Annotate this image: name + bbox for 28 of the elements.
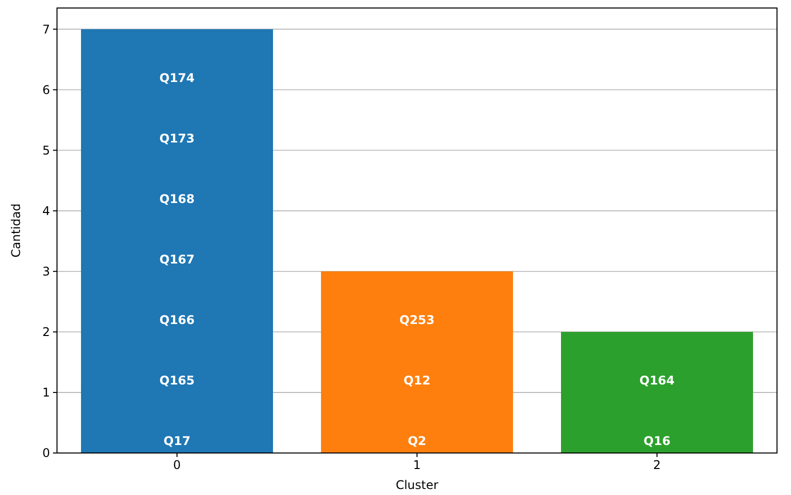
annotation: Q16	[644, 434, 670, 448]
annotation: Q174	[159, 70, 195, 85]
x-axis-title: Cluster	[396, 478, 438, 492]
bar	[561, 332, 753, 453]
bar	[321, 271, 513, 453]
annotation: Q2	[408, 434, 426, 448]
y-tick-label: 2	[42, 325, 50, 340]
y-tick-label: 4	[42, 204, 50, 218]
annotation: Q167	[159, 252, 195, 266]
x-tick-label: 0	[173, 458, 181, 472]
y-tick-label: 3	[42, 264, 50, 279]
annotation: Q173	[159, 131, 195, 146]
y-tick-label: 5	[42, 143, 50, 158]
annotation: Q253	[399, 313, 435, 328]
annotation: Q165	[159, 374, 195, 388]
x-tick-label: 1	[413, 458, 421, 472]
y-axis-title: Cantidad	[9, 204, 23, 258]
y-tick-label: 1	[42, 386, 50, 400]
annotation: Q17	[164, 434, 190, 448]
x-tick-label: 2	[653, 458, 661, 472]
annotation: Q164	[639, 374, 675, 388]
annotation: Q166	[159, 313, 195, 328]
y-tick-label: 7	[42, 22, 50, 36]
annotation: Q168	[159, 192, 195, 206]
y-tick-label: 6	[42, 82, 50, 97]
bar	[81, 29, 273, 453]
y-tick-label: 0	[42, 446, 50, 460]
annotation: Q12	[404, 374, 430, 388]
